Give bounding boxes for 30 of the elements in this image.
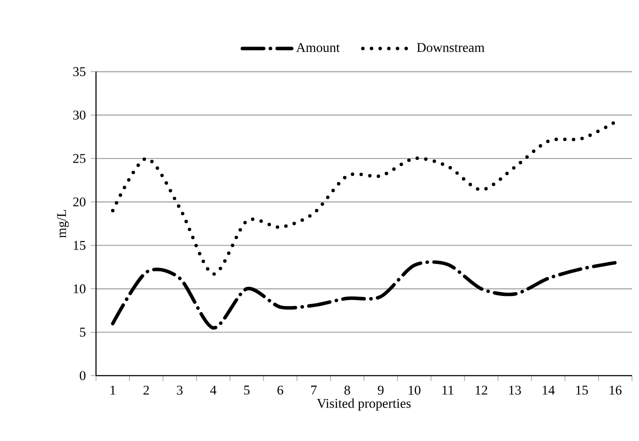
y-tick-label: 20 bbox=[73, 197, 86, 206]
x-tick-label: 1 bbox=[110, 386, 116, 394]
y-tick-label: 25 bbox=[73, 154, 86, 163]
y-tick-label: 5 bbox=[80, 328, 86, 337]
legend-label: Downstream bbox=[416, 43, 484, 52]
y-tick-label: 35 bbox=[73, 67, 86, 76]
x-tick-label: 3 bbox=[177, 386, 183, 395]
x-tick-label: 10 bbox=[408, 386, 420, 395]
x-tick-label: 13 bbox=[509, 386, 521, 395]
x-axis-title: Visited properties bbox=[316, 398, 411, 411]
x-tick-label: 8 bbox=[344, 386, 350, 395]
x-tick-label: 5 bbox=[244, 386, 250, 395]
y-tick-label: 10 bbox=[74, 284, 86, 294]
legend-label: Amount bbox=[296, 43, 340, 52]
y-axis-title: mg/L bbox=[57, 210, 69, 238]
x-tick-label: 12 bbox=[476, 386, 488, 395]
x-tick-label: 15 bbox=[576, 386, 588, 395]
y-tick-label: 0 bbox=[80, 371, 86, 380]
line-series bbox=[111, 260, 617, 330]
x-tick-label: 9 bbox=[378, 386, 384, 395]
x-tick-label: 16 bbox=[610, 386, 622, 395]
y-tick-label: 15 bbox=[74, 240, 86, 250]
x-tick-label: 14 bbox=[542, 386, 555, 394]
y-tick-label: 30 bbox=[73, 110, 86, 120]
x-tick-label: 7 bbox=[311, 386, 317, 394]
x-tick-label: 4 bbox=[210, 386, 216, 394]
x-tick-label: 6 bbox=[277, 386, 284, 395]
x-tick-label: 11 bbox=[442, 386, 454, 394]
x-tick-label: 2 bbox=[144, 386, 149, 395]
line-series bbox=[111, 120, 617, 276]
